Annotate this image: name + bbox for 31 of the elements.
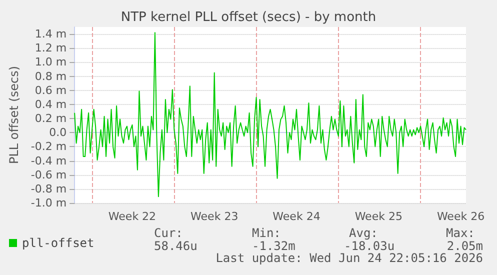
y-tick-label: 1.0 m <box>34 56 67 69</box>
text: Last update: Wed Jun 24 22:05:16 2026 <box>216 251 483 265</box>
x-tick-label: Week 22 <box>108 210 156 223</box>
y-tick-label: 0.2 m <box>34 112 67 126</box>
text: -1.32m <box>252 239 296 253</box>
legend-label: pll-offset <box>22 236 94 250</box>
y-tick-label: -0.6 m <box>30 168 67 182</box>
text: 58.46u <box>154 239 198 253</box>
y-tick-label: -1.0 m <box>30 196 67 210</box>
y-tick-label: 0.0 <box>49 126 67 140</box>
x-tick-label: Week 25 <box>354 210 402 223</box>
text: Max: <box>446 226 475 240</box>
text: Min: <box>252 226 281 240</box>
text: 2.05m <box>446 239 483 253</box>
line-series <box>74 32 466 198</box>
x-tick-label: Week 26 <box>436 210 485 223</box>
y-tick-label: 1.2 m <box>34 42 67 55</box>
text: Cur: <box>154 226 183 240</box>
y-tick-label: 0.8 m <box>34 70 67 83</box>
x-tick-label: Week 24 <box>272 210 320 223</box>
y-tick-label: -0.2 m <box>30 140 67 154</box>
y-tick-label: 0.4 m <box>34 98 67 111</box>
y-tick-label: -0.4 m <box>30 154 67 168</box>
y-tick-label: 1.4 m <box>34 28 67 41</box>
y-tick-label: -0.8 m <box>30 182 67 196</box>
y-tick-label: 0.6 m <box>34 84 67 97</box>
chart-title: NTP kernel PLL offset (secs) - by month <box>120 10 376 25</box>
text: -18.03u <box>344 239 395 253</box>
x-tick-label: Week 23 <box>190 210 238 223</box>
y-axis-title: PLL offset (secs) <box>7 66 21 164</box>
text: Avg: <box>349 226 378 240</box>
